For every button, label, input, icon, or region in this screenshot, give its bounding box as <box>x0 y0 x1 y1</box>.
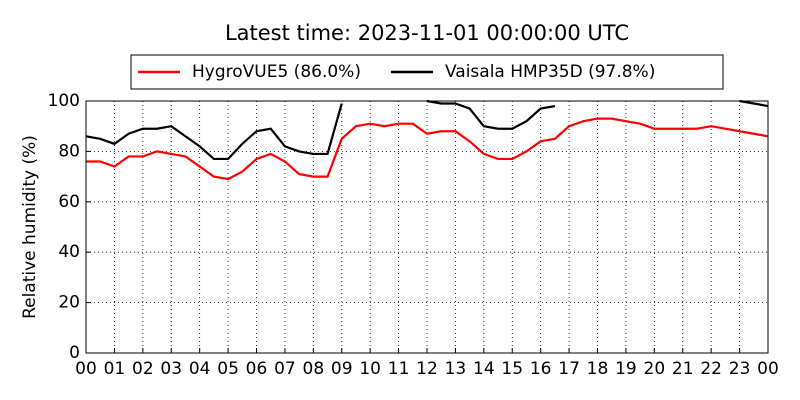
x-tick-label: 11 <box>388 359 410 379</box>
x-tick-label: 05 <box>217 359 239 379</box>
x-tick-label: 16 <box>530 359 552 379</box>
x-tick-label: 17 <box>558 359 580 379</box>
x-tick-label: 18 <box>587 359 609 379</box>
x-tick-label: 20 <box>644 359 666 379</box>
y-tick-label: 0 <box>69 343 80 363</box>
x-tick-label: 06 <box>246 359 268 379</box>
y-axis-label: Relative humidity (%) <box>20 135 40 319</box>
x-tick-label: 14 <box>473 359 495 379</box>
x-tick-label: 00 <box>757 359 779 379</box>
x-tick-label: 13 <box>445 359 467 379</box>
x-tick-label: 02 <box>132 359 154 379</box>
x-tick-label: 04 <box>189 359 211 379</box>
legend-label: HygroVUE5 (86.0%) <box>192 62 361 82</box>
x-tick-label: 01 <box>104 359 126 379</box>
x-tick-label: 09 <box>331 359 353 379</box>
x-tick-label: 03 <box>160 359 182 379</box>
x-tick-label: 15 <box>501 359 523 379</box>
y-tick-label: 40 <box>58 242 80 262</box>
x-tick-label: 23 <box>729 359 751 379</box>
x-tick-label: 21 <box>672 359 694 379</box>
y-tick-label: 100 <box>48 91 80 111</box>
x-tick-label: 22 <box>700 359 722 379</box>
y-tick-label: 20 <box>58 293 80 313</box>
x-tick-label: 10 <box>359 359 381 379</box>
legend-label: Vaisala HMP35D (97.8%) <box>445 62 655 82</box>
plot-area <box>86 101 768 353</box>
line-series <box>85 99 769 161</box>
x-tick-label: 07 <box>274 359 296 379</box>
line-series <box>86 117 769 181</box>
x-tick-label: 19 <box>615 359 637 379</box>
chart-title: Latest time: 2023-11-01 00:00:00 UTC <box>225 21 629 45</box>
x-tick-label: 00 <box>75 359 97 379</box>
plot-frame <box>85 100 769 354</box>
y-tick-label: 60 <box>58 192 80 212</box>
x-tick-label: 12 <box>416 359 438 379</box>
x-tick-label: 08 <box>303 359 325 379</box>
y-tick-label: 80 <box>58 141 80 161</box>
